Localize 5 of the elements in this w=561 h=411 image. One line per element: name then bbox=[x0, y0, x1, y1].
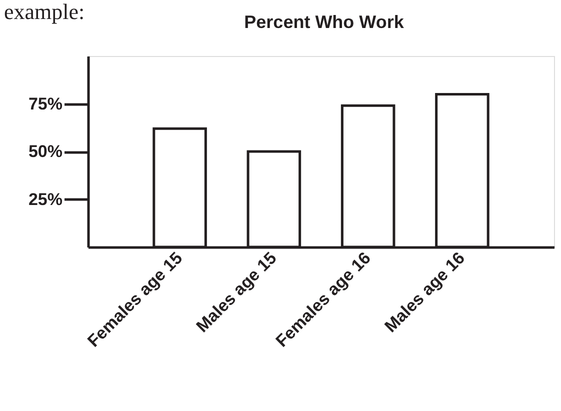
y-tick-label: 75% bbox=[28, 94, 62, 114]
chart-title: Percent Who Work bbox=[244, 12, 405, 32]
y-tick-label: 25% bbox=[28, 190, 62, 209]
text: example: bbox=[4, 0, 85, 24]
y-tick-label: 50% bbox=[28, 142, 62, 161]
